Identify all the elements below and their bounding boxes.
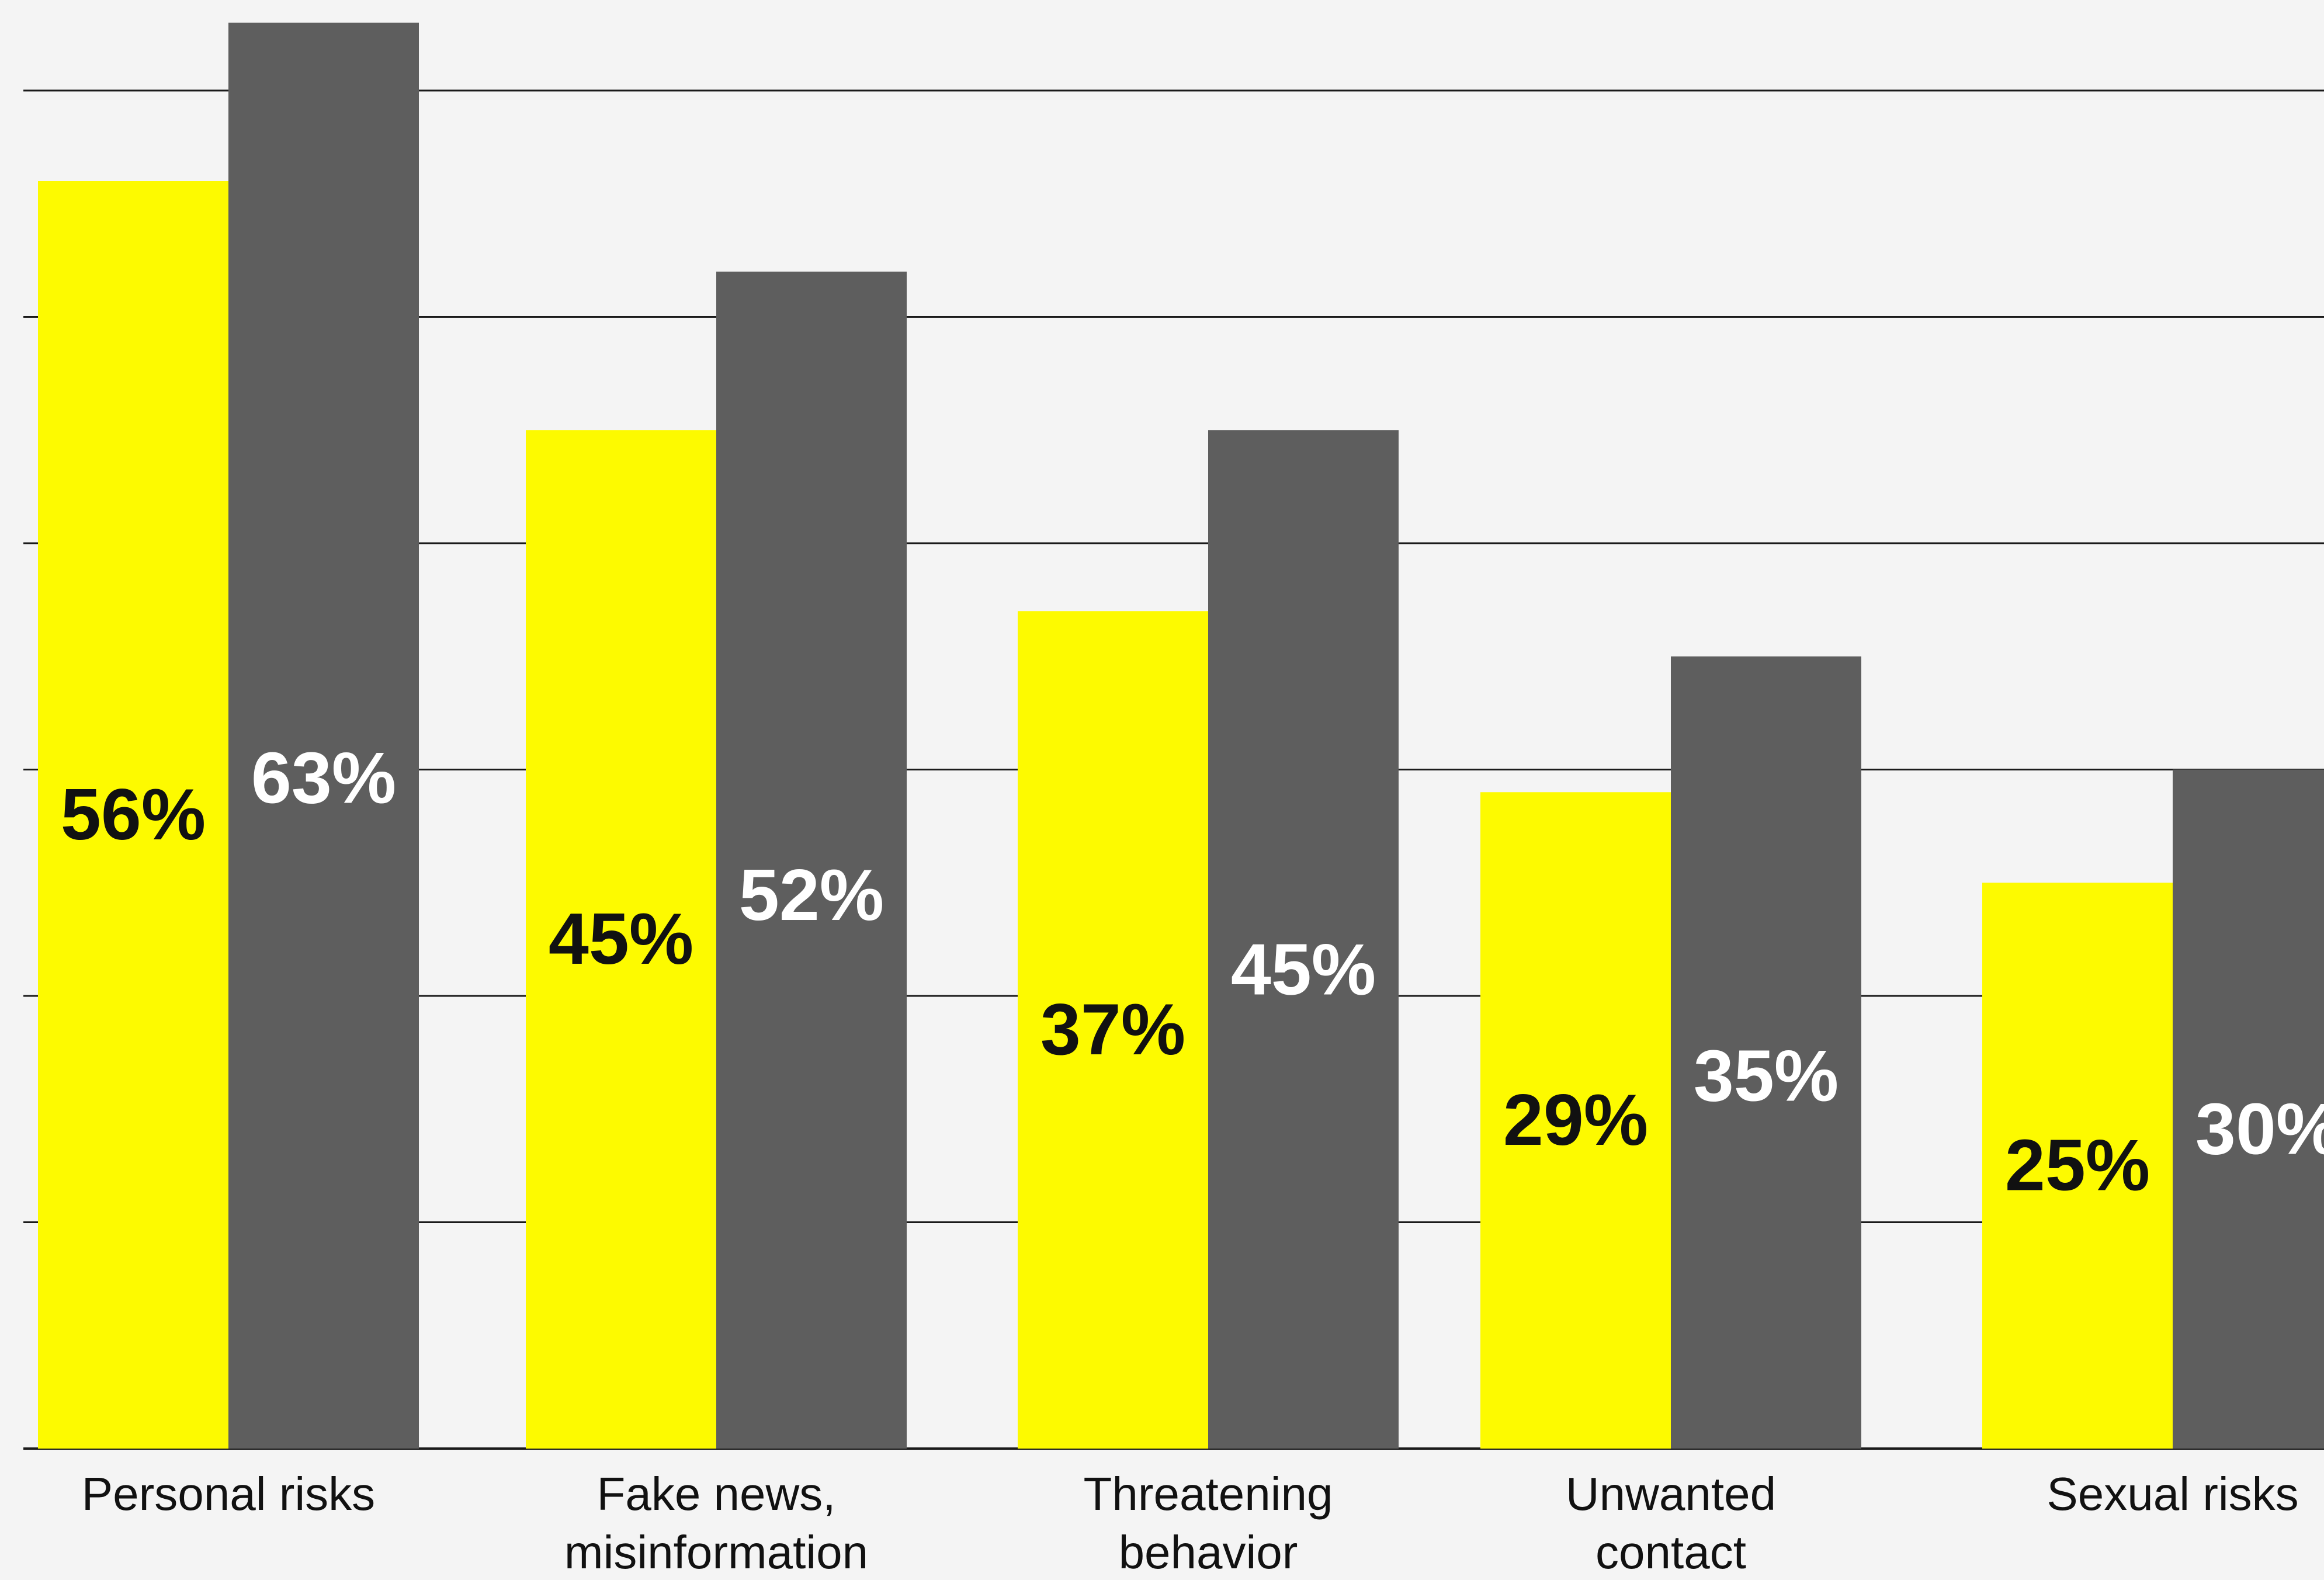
bar-series2-cat1	[228, 22, 419, 1449]
bar-series2-cat2	[716, 272, 907, 1449]
bar-series2-cat3	[1208, 430, 1399, 1449]
bar-series2-cat4	[1671, 656, 1861, 1449]
category-label-2: Fake news, misinformation	[564, 1468, 868, 1577]
category-label-4: Unwanted contact	[1566, 1468, 1776, 1577]
data-label-series2-cat4: 35%	[1694, 1036, 1839, 1117]
data-label-series2-cat1: 63%	[251, 738, 396, 819]
data-label-series2-cat3: 45%	[1231, 929, 1376, 1010]
data-label-series1-cat2: 45%	[549, 899, 693, 980]
bar-series1-cat3	[1018, 611, 1208, 1449]
data-label-series2-cat5: 30%	[2195, 1089, 2324, 1170]
bar-series1-cat1	[38, 181, 228, 1449]
bar-series1-cat4	[1480, 792, 1671, 1449]
data-labels: 56% 63% 45% 52% 37% 45% 29% 35% 25% 30%	[61, 738, 2324, 1206]
category-labels: Personal risks Fake news, misinformation Th…	[82, 1468, 2299, 1578]
data-label-series1-cat1: 56%	[61, 775, 206, 855]
bar-series2-cat5	[2173, 769, 2324, 1449]
category-label-3: Threatening behavior	[1084, 1468, 1333, 1577]
bar-series1-cat2	[526, 430, 716, 1449]
data-label-series1-cat3: 37%	[1040, 989, 1185, 1070]
data-label-series2-cat2: 52%	[739, 855, 884, 936]
category-label-1: Personal risks	[82, 1468, 375, 1520]
bar-series1-cat5	[1982, 883, 2173, 1449]
data-label-series1-cat5: 25%	[2005, 1126, 2150, 1206]
bars	[38, 22, 2324, 1449]
category-label-5: Sexual risks	[2046, 1468, 2298, 1520]
data-label-series1-cat4: 29%	[1503, 1080, 1648, 1161]
